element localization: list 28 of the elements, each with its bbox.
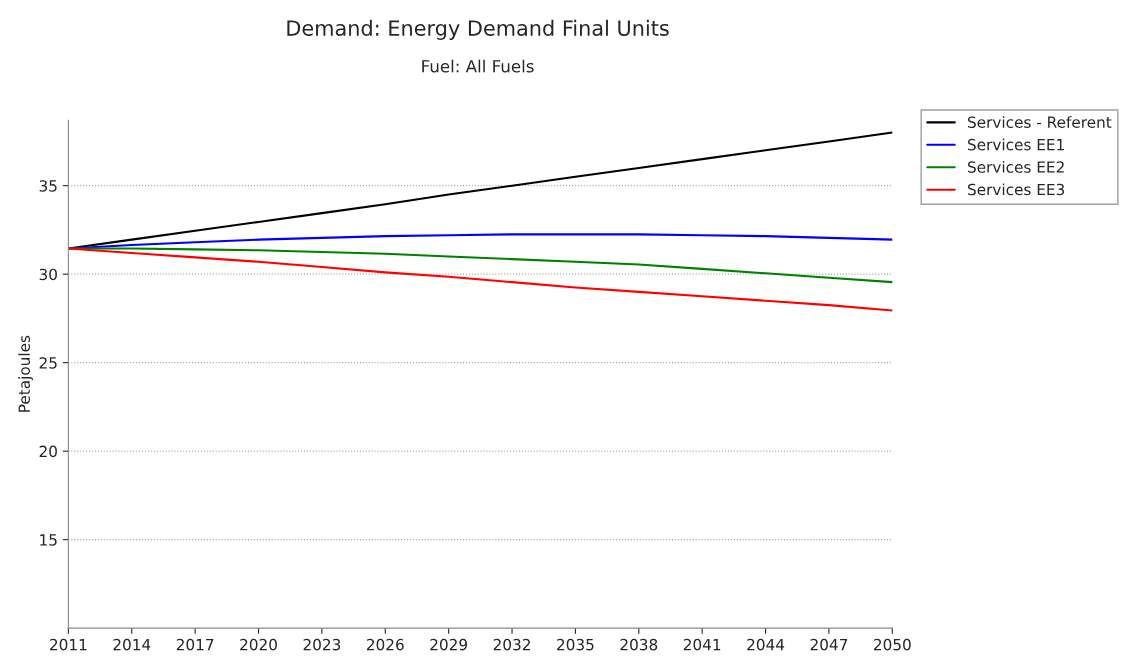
- y-tick-label: 15: [40, 534, 57, 546]
- x-tick-label: 2038: [620, 638, 658, 651]
- chart-title: Demand: Energy Demand Final Units: [287, 19, 669, 40]
- x-tick-label: 2014: [113, 638, 151, 651]
- line-series: [68, 247, 893, 312]
- y-axis-title: Petajoules: [18, 335, 33, 412]
- x-tick-label: 2050: [873, 638, 911, 651]
- y-tick-label: 30: [39, 268, 57, 281]
- legend-label: Services EE2: [967, 160, 1064, 173]
- x-tick-label: 2044: [747, 638, 785, 651]
- y-tick-label: 35: [39, 180, 57, 192]
- chart-subtitle: Fuel: All Fuels: [422, 59, 534, 73]
- legend-label: Services EE3: [967, 183, 1065, 196]
- x-tick-label: 2026: [366, 638, 404, 651]
- x-tick-label: 2020: [240, 638, 277, 651]
- line-series: [68, 247, 893, 284]
- x-tick-label: 2017: [176, 638, 214, 651]
- x-tick-label: 2041: [683, 638, 721, 651]
- x-tick-label: 2047: [810, 638, 848, 651]
- x-tick-label: 2035: [557, 638, 594, 651]
- x-tick-label: 2011: [50, 638, 87, 651]
- x-tick-label: 2023: [303, 638, 341, 651]
- y-tick-label: 25: [39, 357, 57, 369]
- legend-label: Services - Referent: [967, 116, 1112, 128]
- x-tick-label: 2029: [430, 638, 468, 651]
- x-tick-label: 2032: [493, 638, 530, 651]
- legend-label: Services EE1: [967, 138, 1064, 151]
- y-tick-label: 20: [39, 445, 57, 458]
